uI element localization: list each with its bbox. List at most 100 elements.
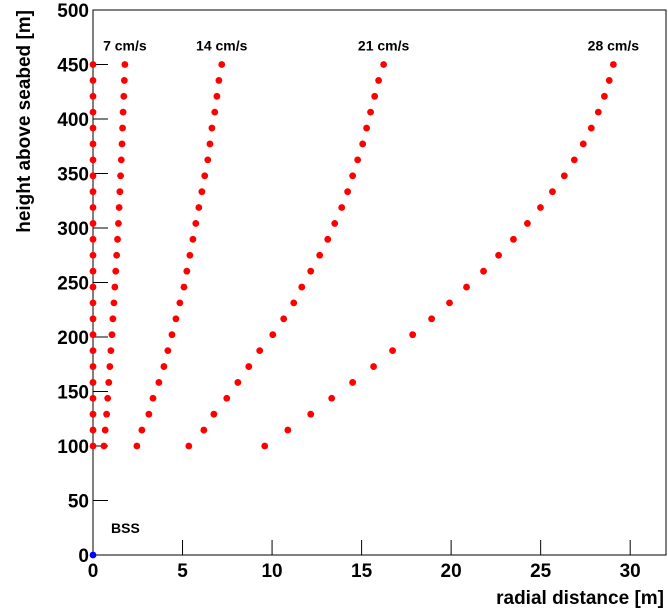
point: [349, 379, 357, 386]
point: [118, 140, 126, 148]
point: [256, 347, 264, 355]
y-tick-label: 350: [57, 165, 89, 186]
point: [89, 331, 97, 339]
y-tick-label: 300: [57, 219, 89, 240]
point: [110, 299, 118, 307]
point: [103, 410, 111, 418]
y-tick-label: 0: [78, 546, 89, 567]
point: [195, 204, 203, 211]
point: [463, 283, 470, 291]
point: [601, 92, 608, 100]
point: [307, 410, 315, 418]
point: [185, 442, 193, 450]
point: [510, 235, 517, 243]
point: [269, 331, 277, 339]
point: [213, 92, 221, 100]
point: [114, 235, 121, 243]
point: [133, 442, 141, 450]
point: [524, 220, 531, 227]
point: [89, 251, 97, 259]
point: [371, 92, 379, 100]
point: [119, 108, 127, 116]
series-label: 21 cm/s: [358, 38, 410, 54]
point: [192, 220, 200, 227]
point: [89, 315, 97, 323]
y-axis-title: height above seabed [m]: [14, 10, 35, 233]
point: [89, 77, 97, 84]
point: [183, 267, 191, 275]
point: [331, 220, 339, 227]
x-tick-label: 30: [620, 561, 641, 582]
point: [359, 140, 367, 148]
point: [234, 379, 242, 386]
point: [89, 156, 97, 164]
point: [89, 347, 97, 355]
x-tick-label: 0: [88, 561, 99, 582]
point: [211, 108, 219, 116]
point: [201, 172, 209, 180]
point: [89, 379, 97, 386]
point: [298, 283, 306, 291]
y-tick-label: 400: [57, 110, 89, 131]
point: [160, 363, 168, 370]
point: [111, 283, 119, 291]
y-tick-label: 150: [57, 383, 89, 404]
point: [89, 442, 97, 450]
point: [215, 77, 223, 84]
point: [89, 61, 97, 68]
point: [145, 410, 153, 418]
point: [89, 172, 97, 180]
point: [168, 331, 176, 339]
y-tick-label: 500: [57, 1, 89, 22]
y-tick-label: 450: [57, 56, 89, 77]
point: [495, 251, 502, 259]
point: [349, 172, 357, 180]
point: [172, 315, 180, 323]
x-tick-label: 10: [261, 561, 282, 582]
point: [200, 426, 208, 434]
point: [107, 347, 115, 355]
point: [180, 283, 188, 291]
point: [307, 267, 315, 275]
point: [121, 61, 129, 68]
point: [101, 426, 109, 434]
y-tick-label: 50: [68, 492, 89, 513]
y-tick-label: 100: [57, 437, 89, 458]
point: [370, 363, 377, 370]
point: [208, 124, 216, 132]
point: [206, 140, 214, 148]
point: [261, 442, 269, 450]
point: [155, 379, 163, 386]
point: [218, 61, 226, 68]
point: [549, 188, 556, 196]
point: [89, 92, 97, 100]
point: [115, 204, 123, 211]
point: [149, 394, 157, 402]
point: [120, 92, 128, 100]
point: [117, 172, 124, 180]
point: [116, 188, 124, 196]
x-tick-label: 20: [441, 561, 462, 582]
point: [409, 331, 417, 339]
point: [223, 394, 231, 402]
point: [290, 299, 298, 307]
point: [328, 394, 336, 402]
point: [89, 140, 97, 148]
point: [594, 108, 602, 116]
point: [280, 315, 288, 323]
point: [89, 188, 97, 196]
point: [89, 124, 97, 132]
series-label: 7 cm/s: [103, 38, 147, 54]
point: [109, 315, 117, 323]
point: [570, 156, 578, 164]
x-axis-title: radial distance [m]: [496, 588, 664, 609]
point: [446, 299, 453, 307]
point: [189, 235, 197, 243]
point: [112, 267, 120, 275]
point: [89, 220, 97, 227]
point: [115, 220, 122, 227]
y-tick-label: 200: [57, 328, 89, 349]
point: [108, 331, 116, 339]
point: [89, 551, 97, 559]
